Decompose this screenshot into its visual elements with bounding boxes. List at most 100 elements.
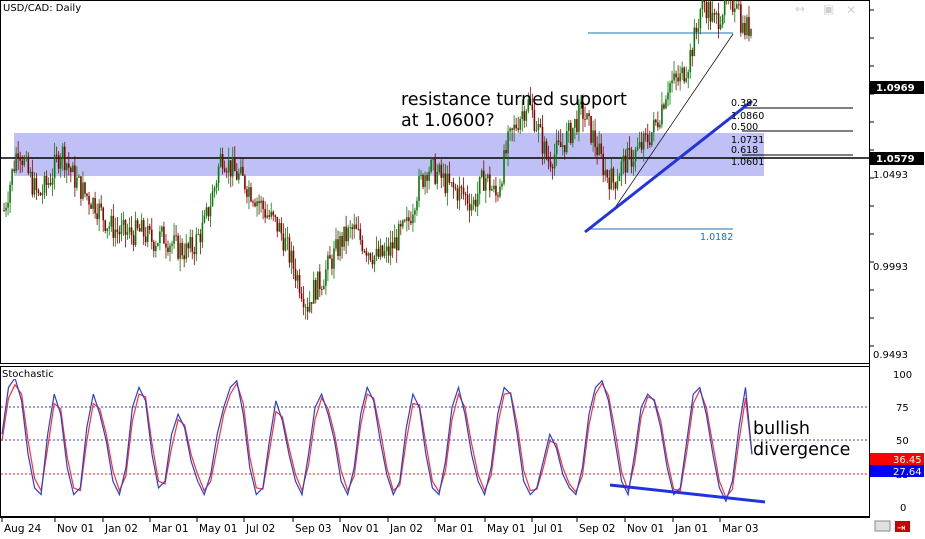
candle-body [331, 258, 333, 269]
candle-body [80, 176, 82, 199]
candle-body [596, 146, 598, 155]
candle-body [282, 233, 285, 251]
candle-body [183, 255, 185, 260]
candle-body [11, 169, 13, 185]
time-label: Jan 01 [674, 523, 708, 535]
candle-body [466, 194, 469, 204]
fib-label-0500: 0.500 [731, 122, 758, 133]
candle-body [624, 155, 627, 173]
candle-body [246, 189, 248, 197]
candle-body [74, 165, 76, 188]
candle-body [221, 154, 224, 169]
close-chart-icon[interactable]: ✕ [846, 3, 856, 17]
window-icon[interactable]: ▣ [823, 2, 834, 16]
candle-body [59, 158, 62, 169]
candle-body [86, 193, 88, 196]
candle-body [640, 142, 643, 150]
candle-body [260, 200, 262, 204]
candle-body [616, 181, 619, 189]
candle-body [191, 237, 194, 252]
candle-body [270, 211, 273, 217]
move-icon[interactable]: ↔ [795, 2, 805, 16]
price-tick-0.9493: 0.9493 [873, 350, 908, 361]
candle-body [96, 213, 98, 220]
candle-body [335, 239, 337, 249]
candle-body [553, 154, 556, 169]
candle-body [454, 187, 457, 189]
candle-body [590, 116, 592, 143]
candle-body [252, 201, 254, 203]
candle-body [733, 8, 736, 12]
candle-body [33, 178, 36, 195]
candle-body [118, 232, 121, 235]
candle-body [337, 239, 339, 257]
candle-body [594, 130, 596, 147]
candle-body [357, 228, 360, 230]
candle-body [235, 171, 238, 180]
candle-body [302, 298, 305, 308]
stoch-main-line [1, 376, 753, 503]
candle-body [264, 209, 266, 218]
candle-body [213, 187, 216, 192]
fib-label-1.0860: 1.0860 [731, 111, 764, 122]
candle-body [404, 220, 406, 222]
candle-body [614, 182, 617, 189]
autoscroll-icon[interactable] [895, 521, 910, 532]
candle-body [478, 176, 481, 194]
candle-body [604, 170, 607, 176]
candle-body [272, 211, 275, 216]
candle-body [391, 242, 394, 249]
candle-body [511, 128, 513, 130]
candle-body [367, 253, 370, 256]
candle-body [288, 237, 291, 263]
candle-body [602, 153, 605, 176]
stoch-title: Stochastic [2, 369, 54, 380]
candle-body [165, 243, 167, 248]
candle-body [199, 233, 202, 243]
candle-body [436, 172, 439, 184]
current-price-badge [870, 81, 924, 94]
candle-body [744, 22, 746, 36]
candle-body [480, 170, 483, 177]
candle-body [434, 158, 437, 184]
candle-body [242, 166, 244, 176]
candle-body [365, 251, 368, 256]
time-label: Aug 24 [4, 523, 42, 535]
autoscroll-arrow-icon: ⇥ [897, 523, 905, 534]
candle-body [321, 289, 323, 290]
candle-body [341, 235, 343, 247]
candle-body [385, 246, 388, 252]
candle-body [750, 28, 752, 36]
candle-body [274, 215, 277, 217]
candle-body [292, 250, 295, 269]
annotation-resistance-1: resistance turned support [401, 90, 627, 110]
candle-body [179, 242, 181, 259]
candle-body [383, 251, 386, 256]
candle-body [620, 161, 623, 176]
candle-body [266, 215, 268, 218]
candle-body [19, 157, 22, 161]
candle-body [653, 119, 655, 133]
candles [3, 0, 752, 320]
candle-body [472, 199, 475, 205]
candle-body [78, 176, 80, 178]
candle-body [51, 178, 54, 185]
candle-body [161, 226, 163, 232]
candle-body [132, 235, 135, 246]
time-label: Jan 02 [104, 523, 138, 535]
candle-body [428, 171, 430, 181]
candle-body [100, 203, 102, 208]
scroll-icon[interactable] [874, 520, 891, 532]
candle-body [163, 226, 165, 244]
candle-body [723, 0, 726, 16]
candle-body [41, 193, 44, 196]
candle-body [110, 215, 113, 227]
candle-body [387, 246, 390, 256]
candle-body [563, 145, 566, 153]
candle-body [484, 178, 487, 191]
candle-body [487, 174, 489, 179]
candle-body [574, 119, 576, 128]
candle-body [738, 4, 740, 6]
candle-body [223, 168, 226, 172]
candle-body [128, 227, 131, 233]
